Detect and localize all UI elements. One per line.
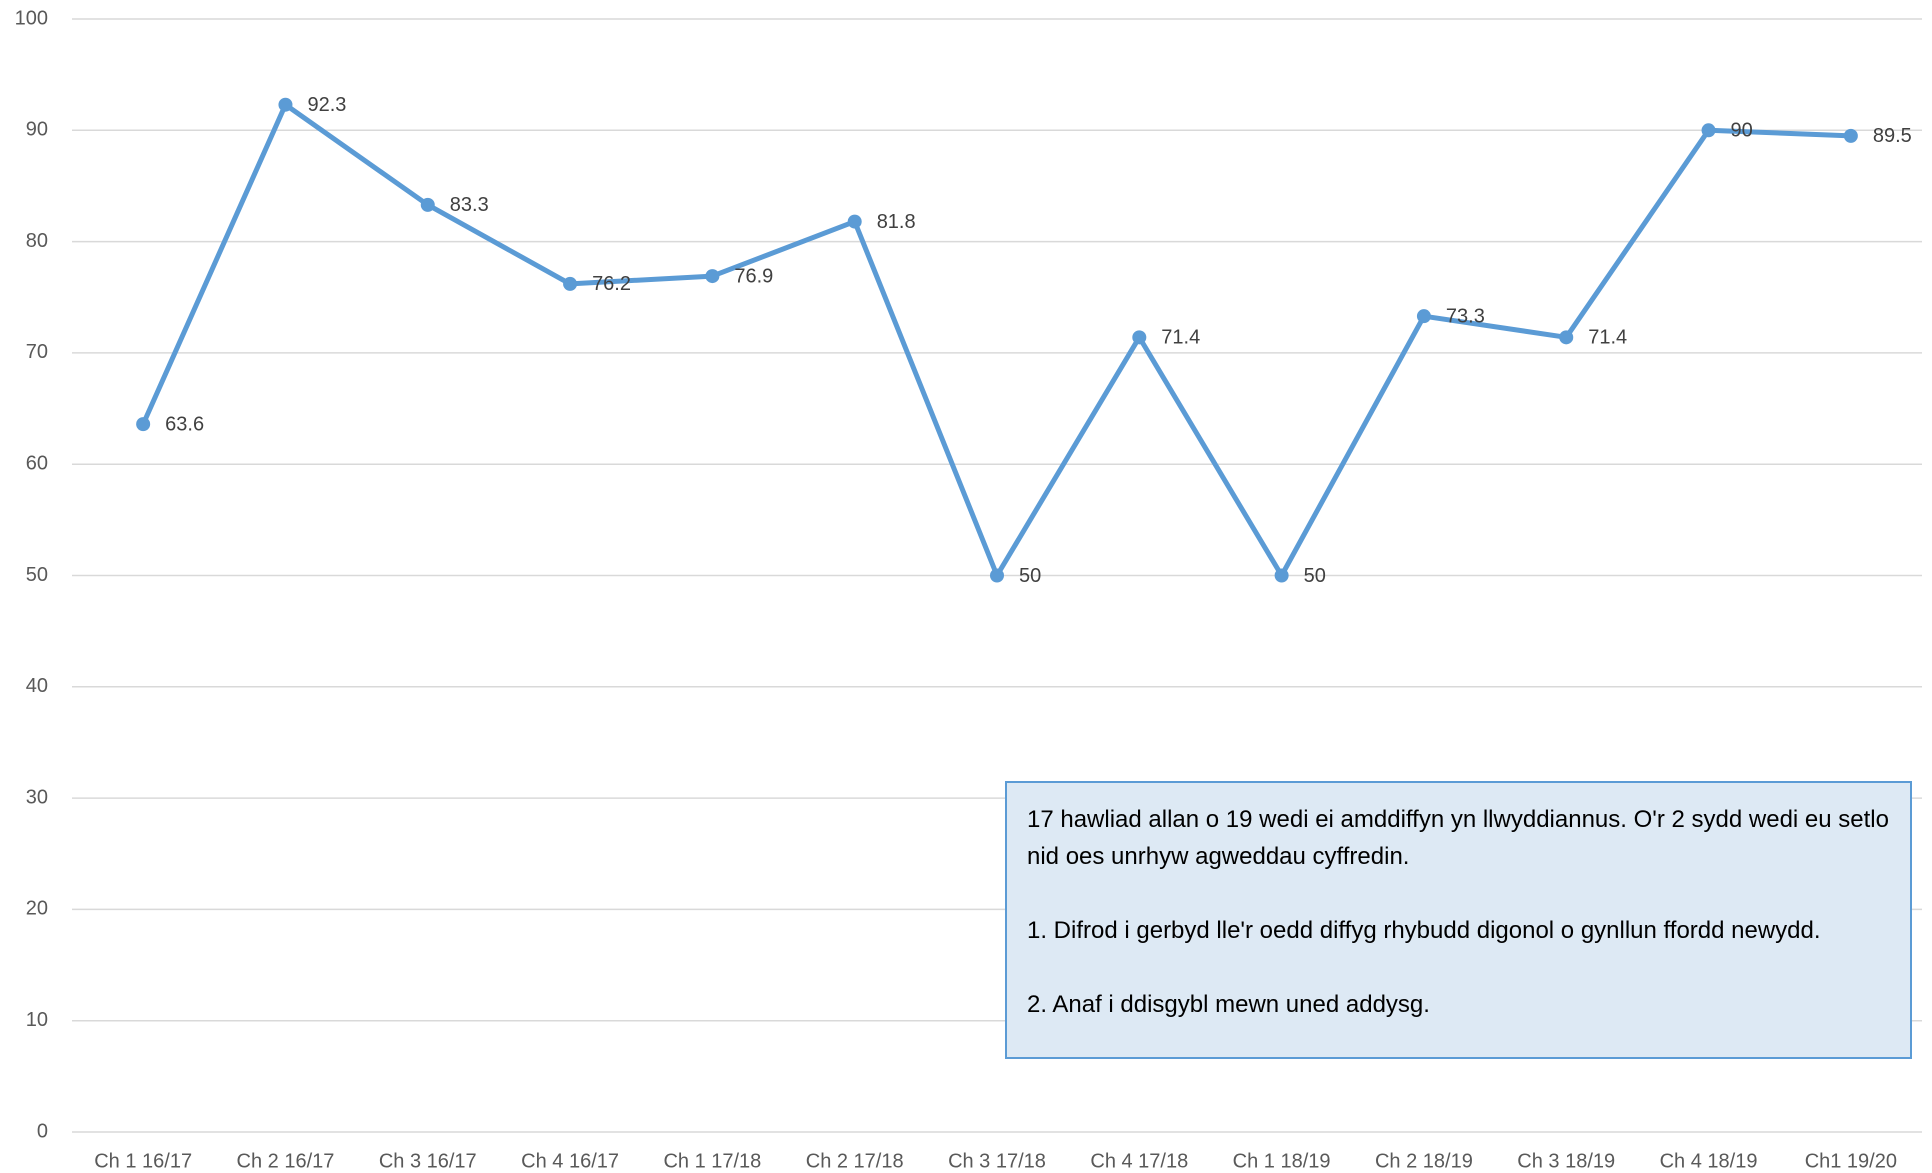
data-label: 71.4 (1161, 327, 1200, 349)
y-tick-label: 80 (26, 230, 48, 252)
data-label: 76.9 (734, 265, 773, 287)
y-tick-label: 100 (15, 7, 48, 29)
annotation-text: 1. Difrod i gerbyd lle'r oedd diffyg rhy… (1027, 917, 1821, 944)
marker (1132, 330, 1147, 345)
data-label: 89.5 (1873, 125, 1912, 147)
data-label: 71.4 (1588, 327, 1627, 349)
marker (1843, 128, 1858, 143)
marker (847, 214, 862, 229)
x-tick-label: Ch 4 17/18 (1090, 1150, 1188, 1172)
data-label: 63.6 (165, 413, 204, 435)
y-tick-label: 60 (26, 452, 48, 474)
marker (420, 197, 435, 212)
marker (278, 97, 293, 112)
data-label: 83.3 (450, 194, 489, 216)
data-label: 81.8 (877, 211, 916, 233)
x-tick-label: Ch 3 16/17 (379, 1150, 477, 1172)
data-label: 50 (1019, 565, 1041, 587)
marker (1701, 123, 1716, 138)
x-tick-label: Ch 1 18/19 (1233, 1150, 1331, 1172)
data-label: 90 (1731, 120, 1753, 142)
marker (1416, 309, 1431, 324)
y-tick-label: 0 (37, 1120, 48, 1142)
data-label: 73.3 (1446, 305, 1485, 327)
y-tick-label: 40 (26, 675, 48, 697)
annotation-box: 17 hawliad allan o 19 wedi ei amddiffyn … (1005, 781, 1912, 1059)
x-tick-label: Ch 2 18/19 (1375, 1150, 1473, 1172)
x-tick-label: Ch 3 17/18 (948, 1150, 1046, 1172)
annotation-text: 17 hawliad allan o 19 wedi ei amddiffyn … (1027, 806, 1889, 870)
y-tick-label: 20 (26, 898, 48, 920)
x-tick-label: Ch 3 18/19 (1517, 1150, 1615, 1172)
x-tick-label: Ch1 19/20 (1805, 1150, 1897, 1172)
y-tick-label: 50 (26, 564, 48, 586)
data-label: 76.2 (592, 273, 631, 295)
data-label: 50 (1304, 565, 1326, 587)
marker (1274, 568, 1289, 583)
y-tick-label: 70 (26, 341, 48, 363)
marker (563, 276, 578, 291)
y-tick-label: 90 (26, 119, 48, 141)
x-tick-label: Ch 4 16/17 (521, 1150, 619, 1172)
x-tick-label: Ch 4 18/19 (1660, 1150, 1758, 1172)
x-tick-label: Ch 1 16/17 (94, 1150, 192, 1172)
data-label: 92.3 (307, 94, 346, 116)
y-tick-label: 30 (26, 786, 48, 808)
marker (705, 269, 720, 284)
x-tick-label: Ch 2 16/17 (237, 1150, 335, 1172)
y-tick-label: 10 (26, 1009, 48, 1031)
annotation-text: 2. Anaf i ddisgybl mewn uned addysg. (1027, 991, 1430, 1018)
marker (990, 568, 1004, 583)
marker (1559, 330, 1574, 345)
x-tick-label: Ch 1 17/18 (663, 1150, 761, 1172)
marker (136, 417, 151, 432)
x-tick-label: Ch 2 17/18 (806, 1150, 904, 1172)
